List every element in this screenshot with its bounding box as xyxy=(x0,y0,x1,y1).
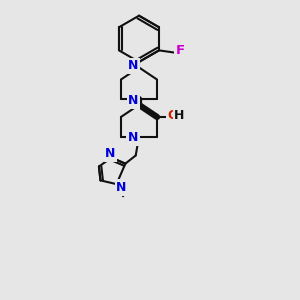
Text: N: N xyxy=(128,59,139,72)
Text: N: N xyxy=(116,181,127,194)
Text: N: N xyxy=(128,131,138,144)
Text: N: N xyxy=(128,94,139,107)
Text: O: O xyxy=(168,110,178,122)
Text: N: N xyxy=(105,147,116,160)
Text: F: F xyxy=(176,44,185,57)
Text: H: H xyxy=(174,110,185,122)
